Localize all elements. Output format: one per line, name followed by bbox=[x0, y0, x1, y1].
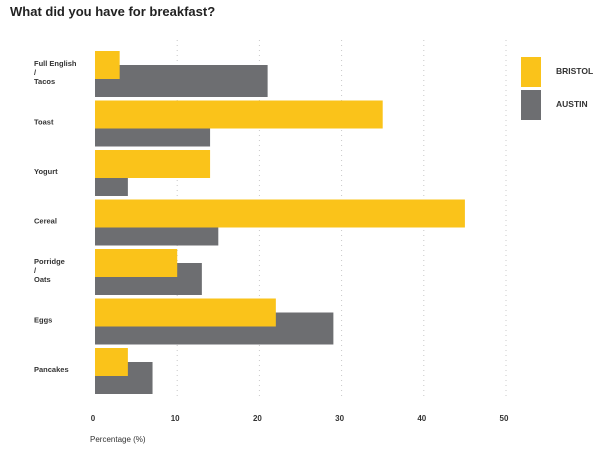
bar-bristol-1 bbox=[95, 100, 383, 129]
bar-bristol-2 bbox=[95, 150, 211, 178]
bar-bristol-4 bbox=[95, 249, 178, 277]
category-label-5: Eggs bbox=[34, 316, 52, 325]
category-label-2: Yogurt bbox=[34, 167, 58, 176]
legend: BRISTOL AUSTIN bbox=[521, 57, 593, 120]
category-labels: Full English / Tacos Toast Yogurt Cereal Porri… bbox=[34, 59, 77, 374]
category-label-4: Porridge / Oats bbox=[34, 257, 65, 284]
bar-bristol-3 bbox=[95, 199, 465, 228]
category-label-0: Full English / Tacos bbox=[34, 59, 77, 86]
category-label-1: Toast bbox=[34, 118, 54, 127]
bar-bristol-0 bbox=[95, 51, 120, 79]
legend-swatch-austin bbox=[521, 90, 541, 120]
chart-title: What did you have for breakfast? bbox=[10, 4, 215, 19]
bar-bristol-5 bbox=[95, 298, 276, 327]
x-tick-0: 0 bbox=[91, 414, 96, 423]
legend-swatch-bristol bbox=[521, 57, 541, 87]
legend-label-bristol: BRISTOL bbox=[556, 66, 593, 76]
category-label-6: Pancakes bbox=[34, 365, 69, 374]
x-tick-1: 10 bbox=[171, 414, 180, 423]
x-axis-label: Percentage (%) bbox=[90, 435, 146, 444]
bar-austin-0 bbox=[95, 65, 268, 97]
x-tick-4: 40 bbox=[417, 414, 426, 423]
bristol-series bbox=[95, 51, 465, 376]
x-axis-ticks: 0 10 20 30 40 50 bbox=[91, 414, 509, 423]
category-label-3: Cereal bbox=[34, 217, 57, 226]
x-tick-3: 30 bbox=[335, 414, 344, 423]
x-tick-2: 20 bbox=[253, 414, 262, 423]
bar-bristol-6 bbox=[95, 348, 128, 376]
legend-label-austin: AUSTIN bbox=[556, 99, 588, 109]
x-tick-5: 50 bbox=[500, 414, 509, 423]
